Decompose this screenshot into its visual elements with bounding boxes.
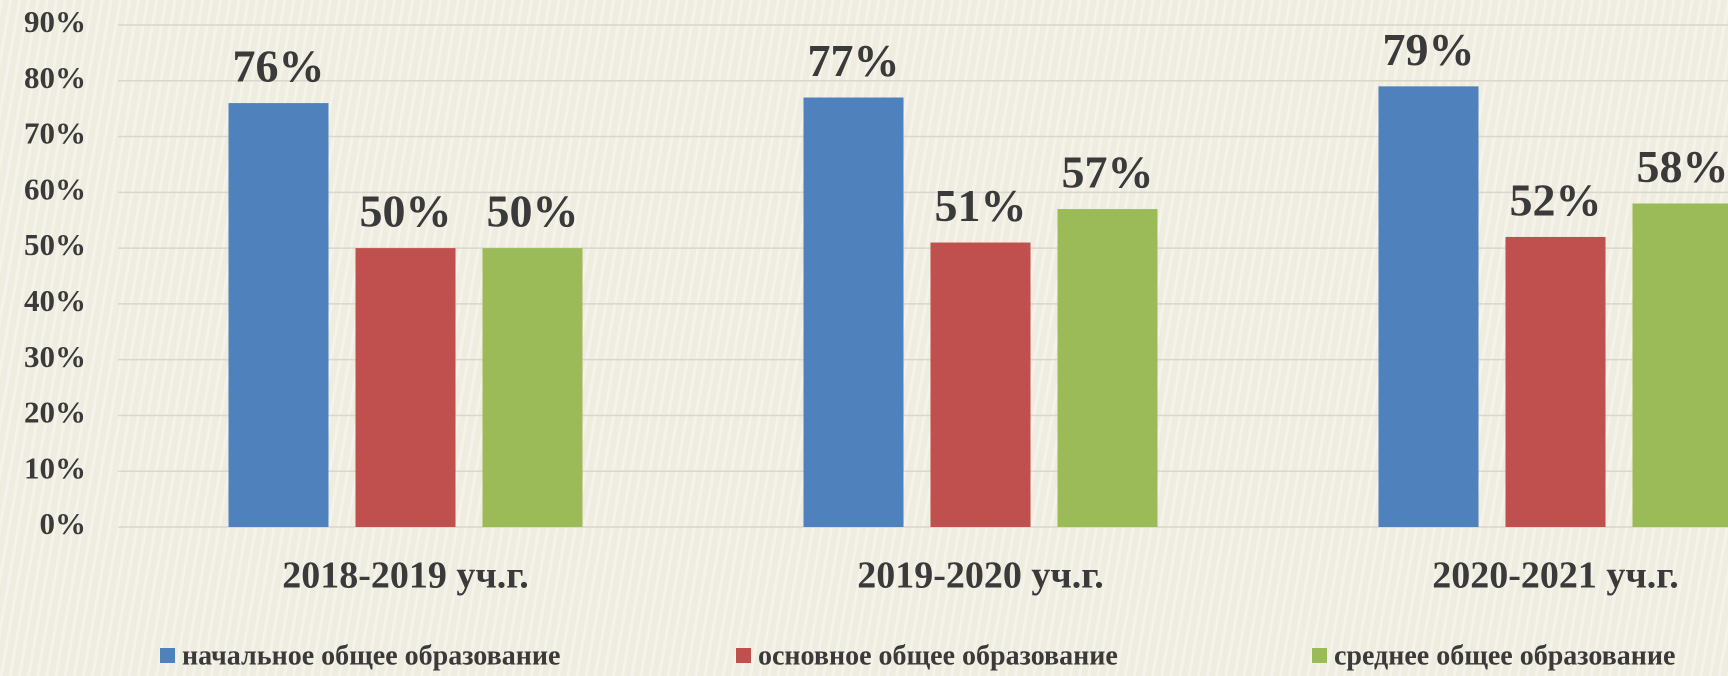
- y-tick-label: 0%: [40, 506, 87, 541]
- bar: [228, 103, 329, 527]
- legend-swatch: [1312, 648, 1327, 663]
- legend-label: основное общее образование: [758, 640, 1118, 671]
- data-label: 57%: [1062, 147, 1154, 198]
- bar: [1057, 209, 1158, 528]
- y-tick-label: 30%: [24, 339, 86, 374]
- y-tick-label: 10%: [24, 450, 86, 485]
- bar: [355, 248, 456, 527]
- x-tick-label: 2020-2021 уч.г.: [1432, 555, 1679, 597]
- y-tick-label: 40%: [24, 283, 86, 318]
- data-label: 79%: [1383, 24, 1475, 75]
- legend-swatch: [736, 648, 751, 663]
- y-tick-label: 60%: [24, 171, 86, 206]
- data-label: 77%: [808, 35, 900, 86]
- data-label: 76%: [233, 41, 325, 92]
- data-label: 50%: [487, 186, 579, 237]
- bar: [1505, 236, 1606, 527]
- x-tick-label: 2018-2019 уч.г.: [282, 555, 529, 597]
- legend-label: среднее общее образование: [1334, 640, 1675, 671]
- bar: [482, 248, 583, 527]
- legend-swatch: [160, 648, 175, 663]
- y-tick-label: 80%: [24, 60, 86, 95]
- y-tick-label: 70%: [24, 116, 86, 151]
- bar: [1632, 203, 1728, 527]
- y-tick-label: 50%: [24, 227, 86, 262]
- bar: [803, 97, 904, 527]
- data-label: 51%: [935, 180, 1027, 231]
- y-tick-label: 20%: [24, 395, 86, 430]
- bar: [930, 242, 1031, 528]
- data-label: 58%: [1637, 141, 1728, 192]
- data-label: 50%: [360, 186, 452, 237]
- x-tick-label: 2019-2020 уч.г.: [857, 555, 1104, 597]
- legend-label: начальное общее образование: [182, 640, 560, 671]
- bar: [1378, 86, 1479, 527]
- y-tick-label: 90%: [24, 4, 86, 39]
- data-label: 52%: [1510, 175, 1602, 226]
